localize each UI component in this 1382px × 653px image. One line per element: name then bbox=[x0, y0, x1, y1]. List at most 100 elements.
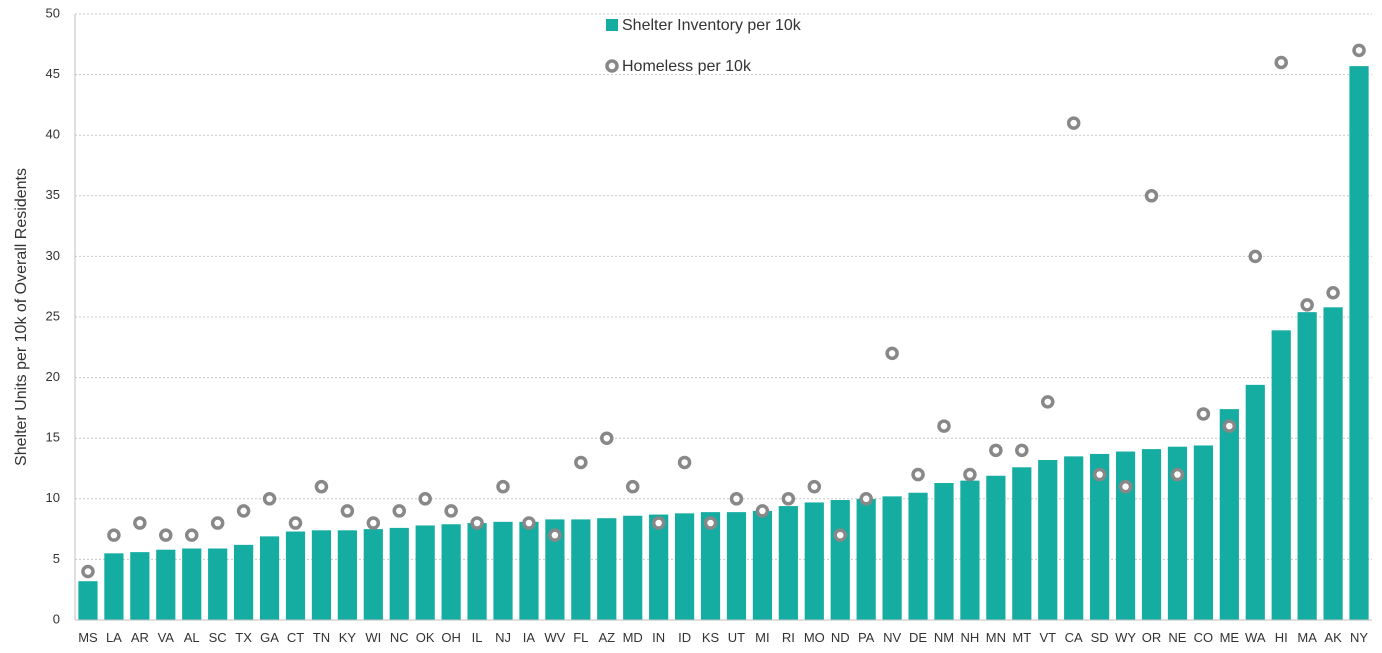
marker-nh bbox=[963, 467, 977, 482]
bar-il bbox=[467, 523, 487, 620]
marker-tn bbox=[314, 479, 329, 494]
marker-il bbox=[470, 516, 484, 530]
y-tick-label: 40 bbox=[46, 127, 60, 142]
bar-ma bbox=[1297, 312, 1317, 620]
x-category-label: SC bbox=[209, 630, 227, 645]
x-category-label: IN bbox=[652, 630, 665, 645]
y-tick-labels: 0 5 10 15 20 25 30 35 40 45 50 bbox=[46, 5, 60, 626]
x-category-label: AL bbox=[184, 630, 200, 645]
y-tick-label: 10 bbox=[46, 490, 60, 505]
marker-ca bbox=[1066, 116, 1081, 130]
legend-bar-swatch bbox=[606, 19, 618, 31]
x-category-label: MA bbox=[1297, 630, 1317, 645]
bar-sc bbox=[208, 548, 228, 620]
x-category-label: AR bbox=[131, 630, 149, 645]
bar-wa bbox=[1245, 384, 1265, 620]
marker-in bbox=[651, 516, 666, 530]
marker-mn bbox=[989, 443, 1003, 458]
x-category-label: OK bbox=[416, 630, 435, 645]
legend-bar-label: Shelter Inventory per 10k bbox=[622, 17, 802, 34]
marker-fl bbox=[574, 455, 588, 470]
y-tick-label: 45 bbox=[46, 66, 60, 81]
x-category-label: AK bbox=[1324, 630, 1342, 645]
x-category-label: OH bbox=[441, 630, 461, 645]
x-category-label: OR bbox=[1142, 630, 1162, 645]
marker-me bbox=[1222, 419, 1237, 433]
marker-ms bbox=[81, 564, 95, 579]
x-category-label: WV bbox=[544, 630, 565, 645]
x-category-label: AZ bbox=[598, 630, 615, 645]
bar-nv bbox=[882, 496, 902, 620]
x-category-label: MT bbox=[1012, 630, 1031, 645]
bar-mi bbox=[752, 510, 773, 620]
marker-nd bbox=[833, 528, 847, 542]
bar-nc bbox=[389, 527, 409, 620]
marker-de bbox=[911, 467, 925, 482]
x-category-label: CA bbox=[1065, 630, 1083, 645]
bar-or bbox=[1141, 449, 1162, 620]
bar-oh bbox=[441, 524, 461, 620]
bar-mt bbox=[1012, 467, 1032, 620]
marker-or bbox=[1144, 189, 1159, 203]
bar-wi bbox=[363, 529, 383, 620]
marker-ak bbox=[1326, 286, 1340, 300]
bar-in bbox=[649, 514, 669, 620]
marker-ar bbox=[133, 516, 147, 530]
x-category-label: NH bbox=[961, 630, 980, 645]
bar-wv bbox=[545, 519, 565, 620]
bar-ar bbox=[130, 552, 150, 620]
bar-ga bbox=[259, 536, 280, 620]
bar-mn bbox=[986, 475, 1006, 620]
x-category-label: HI bbox=[1275, 630, 1288, 645]
y-tick-label: 25 bbox=[46, 308, 60, 323]
bar-tx bbox=[234, 544, 254, 620]
y-tick-label: 0 bbox=[53, 611, 60, 626]
x-category-label: WA bbox=[1245, 630, 1266, 645]
bar-wy bbox=[1115, 451, 1136, 620]
marker-nj bbox=[496, 479, 510, 494]
marker-ky bbox=[340, 504, 355, 518]
legend-marker-swatch bbox=[605, 59, 619, 73]
bar-nd bbox=[830, 500, 850, 620]
marker-ma bbox=[1300, 298, 1314, 312]
x-category-label: VA bbox=[158, 630, 175, 645]
bar-id bbox=[674, 513, 695, 620]
bar-ak bbox=[1323, 307, 1343, 620]
y-tick-label: 30 bbox=[46, 248, 60, 263]
bar-nm bbox=[934, 483, 954, 620]
bar-co bbox=[1193, 445, 1213, 620]
marker-la bbox=[107, 528, 121, 542]
marker-ne bbox=[1170, 467, 1185, 482]
bar-ia bbox=[519, 521, 539, 620]
marker-ct bbox=[288, 516, 303, 530]
x-category-label: IL bbox=[472, 630, 483, 645]
bar-fl bbox=[571, 519, 591, 620]
bar-ky bbox=[337, 530, 357, 620]
y-axis-title: Shelter Units per 10k of Overall Residen… bbox=[13, 168, 30, 466]
x-category-label: VT bbox=[1039, 630, 1056, 645]
x-category-label: DE bbox=[909, 630, 927, 645]
bar-mo bbox=[804, 502, 824, 620]
x-category-label: NM bbox=[934, 630, 954, 645]
marker-vt bbox=[1041, 395, 1055, 409]
x-category-label: KY bbox=[339, 630, 357, 645]
bar-sd bbox=[1090, 453, 1110, 620]
x-category-label: WY bbox=[1115, 630, 1136, 645]
marker-az bbox=[600, 431, 614, 445]
marker-co bbox=[1196, 407, 1211, 421]
homeless-markers bbox=[81, 43, 1366, 579]
marker-wa bbox=[1248, 249, 1263, 264]
gridlines bbox=[75, 13, 1372, 560]
marker-wy bbox=[1118, 479, 1133, 494]
bar-tn bbox=[311, 530, 332, 620]
marker-mi bbox=[755, 504, 770, 518]
bars bbox=[78, 66, 1369, 621]
marker-ut bbox=[729, 492, 744, 506]
marker-wi bbox=[366, 516, 381, 530]
x-category-label: ME bbox=[1220, 630, 1240, 645]
legend-marker-label: Homeless per 10k bbox=[622, 58, 752, 75]
marker-nm bbox=[937, 419, 951, 433]
bar-az bbox=[597, 518, 617, 620]
x-category-label: NV bbox=[883, 630, 901, 645]
